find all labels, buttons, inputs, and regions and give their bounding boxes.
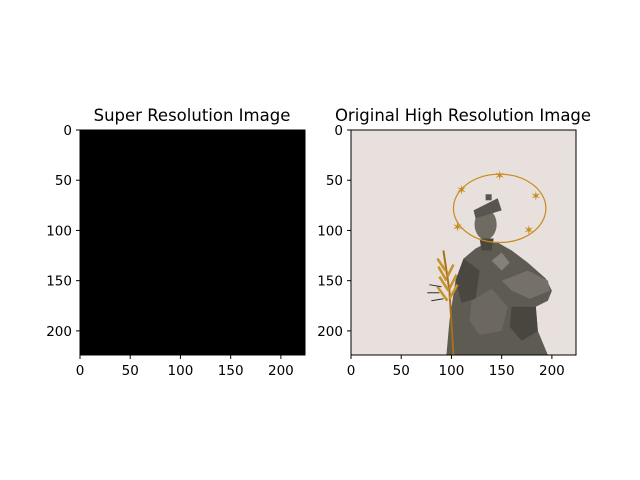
y-tick-label: 0 bbox=[334, 123, 343, 139]
halo-star: ✶ bbox=[530, 189, 541, 204]
halo-star: ✶ bbox=[456, 183, 467, 198]
y-tick-label: 100 bbox=[46, 223, 72, 239]
x-tick-label: 150 bbox=[218, 363, 244, 379]
super-resolution-image bbox=[80, 130, 305, 355]
axes-frame bbox=[79, 129, 306, 356]
subplot-title: Original High Resolution Image bbox=[335, 106, 591, 125]
x-tick-label: 0 bbox=[347, 363, 356, 379]
subplot-super-resolution: Super Resolution Image 0 50 100 150 200 0 50 10… bbox=[46, 106, 306, 379]
halo-star: ✶ bbox=[452, 220, 463, 235]
y-tick-label: 200 bbox=[46, 324, 72, 340]
axes-frame bbox=[350, 129, 577, 356]
y-tick-label: 100 bbox=[317, 223, 343, 239]
original-image: ✶ ✶ ✶ ✶ ✶ bbox=[351, 130, 576, 355]
x-tick-label: 100 bbox=[439, 363, 465, 379]
y-tick-label: 150 bbox=[46, 274, 72, 290]
x-tick-label: 0 bbox=[76, 363, 85, 379]
y-tick-label: 50 bbox=[55, 173, 72, 189]
x-tick-label: 200 bbox=[268, 363, 294, 379]
y-tick-label: 200 bbox=[317, 324, 343, 340]
x-tick-label: 50 bbox=[122, 363, 139, 379]
axis-ticks: 0 50 100 150 200 0 50 100 150 200 bbox=[317, 123, 565, 379]
x-tick-label: 150 bbox=[489, 363, 515, 379]
y-tick-label: 150 bbox=[317, 274, 343, 290]
y-tick-label: 0 bbox=[63, 123, 72, 139]
y-tick-label: 50 bbox=[326, 173, 343, 189]
halo: ✶ ✶ ✶ ✶ ✶ bbox=[452, 169, 547, 244]
halo-star: ✶ bbox=[494, 169, 505, 184]
x-tick-label: 50 bbox=[393, 363, 410, 379]
halo-star: ✶ bbox=[523, 223, 534, 238]
x-tick-label: 200 bbox=[539, 363, 565, 379]
x-tick-label: 100 bbox=[168, 363, 194, 379]
axis-ticks: 0 50 100 150 200 0 50 100 150 200 bbox=[46, 123, 294, 379]
subplot-original-high-resolution: Original High Resolution Image bbox=[317, 106, 591, 379]
subplot-title: Super Resolution Image bbox=[94, 106, 291, 125]
golden-palm-branch bbox=[427, 250, 459, 355]
